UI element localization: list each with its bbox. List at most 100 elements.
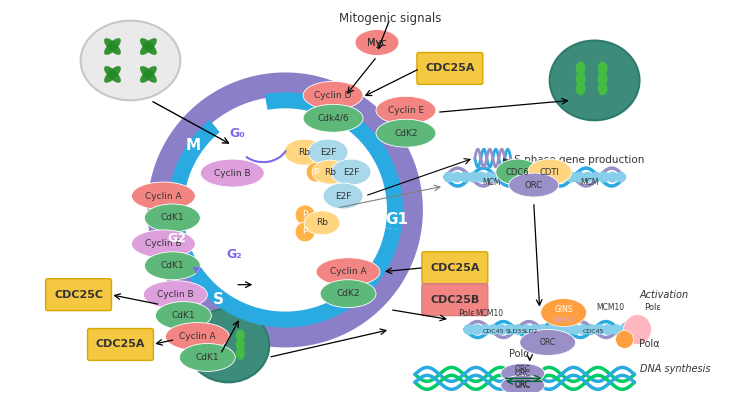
Ellipse shape [303,104,363,132]
Text: Cyclin A: Cyclin A [145,191,182,200]
Circle shape [512,324,523,335]
Circle shape [627,324,638,335]
Ellipse shape [104,38,121,55]
Text: CdK1: CdK1 [160,261,184,270]
FancyBboxPatch shape [422,252,488,284]
Text: CDC25B: CDC25B [430,295,479,305]
Ellipse shape [312,160,348,184]
Polygon shape [269,92,285,108]
Text: ORC: ORC [514,381,531,390]
Text: CDC6: CDC6 [506,167,530,176]
Text: CdK1: CdK1 [160,213,184,222]
Circle shape [545,324,556,335]
Text: DBP11: DBP11 [552,317,575,323]
Circle shape [590,172,602,183]
Text: CdK1: CdK1 [172,311,195,320]
Circle shape [496,324,507,335]
Circle shape [443,172,454,183]
Text: CDC45: CDC45 [483,329,505,334]
Ellipse shape [304,211,340,235]
Ellipse shape [80,20,180,100]
Ellipse shape [140,66,157,83]
Ellipse shape [104,66,121,83]
Ellipse shape [210,329,219,342]
Circle shape [525,172,536,183]
Circle shape [610,324,622,335]
Text: Cyclin A: Cyclin A [330,267,366,276]
Ellipse shape [623,314,652,345]
Ellipse shape [598,72,608,85]
Circle shape [602,324,613,335]
Ellipse shape [131,182,195,210]
Ellipse shape [616,331,634,349]
Ellipse shape [284,139,324,165]
Circle shape [566,172,577,183]
Ellipse shape [496,159,540,185]
Circle shape [533,172,544,183]
Ellipse shape [576,81,586,95]
Circle shape [635,324,646,335]
Ellipse shape [104,38,121,55]
Ellipse shape [210,338,219,351]
Ellipse shape [323,183,363,209]
Text: GINS: GINS [554,305,573,314]
Text: Rb: Rb [324,167,336,176]
Circle shape [537,324,548,335]
Circle shape [529,324,540,335]
Text: CDC25C: CDC25C [54,290,103,299]
Ellipse shape [140,38,157,55]
Circle shape [542,172,553,183]
Circle shape [493,172,503,183]
Ellipse shape [236,329,244,342]
Circle shape [500,172,512,183]
Text: CdK2: CdK2 [336,289,360,298]
Text: P: P [314,167,319,176]
FancyBboxPatch shape [417,53,483,84]
Text: G₀: G₀ [230,127,245,140]
Circle shape [452,172,463,183]
Circle shape [562,324,572,335]
Text: ORC: ORC [514,365,531,374]
Text: Activation: Activation [640,290,688,299]
Ellipse shape [145,252,200,280]
Text: ORC: ORC [514,380,531,389]
Text: CdK2: CdK2 [394,129,418,138]
Text: ORC: ORC [539,338,556,347]
Ellipse shape [140,66,157,83]
Text: Polα: Polα [509,349,530,360]
Polygon shape [148,72,423,347]
Ellipse shape [303,81,363,109]
Text: CDC25A: CDC25A [96,340,146,349]
Ellipse shape [376,96,436,124]
Text: G₂: G₂ [226,248,242,261]
Circle shape [574,172,585,183]
Circle shape [468,172,479,183]
Circle shape [472,324,482,335]
Text: G2: G2 [168,232,187,245]
Circle shape [480,324,490,335]
Ellipse shape [188,309,269,382]
Ellipse shape [236,338,244,351]
Text: MCM: MCM [482,178,501,187]
Text: Cyclin B: Cyclin B [214,169,250,178]
Text: Cyclin D: Cyclin D [314,91,352,100]
Polygon shape [167,120,401,327]
Circle shape [558,172,568,183]
Circle shape [464,324,474,335]
Circle shape [520,324,532,335]
Text: M: M [186,138,201,153]
Text: P: P [302,210,307,219]
Ellipse shape [296,222,315,242]
Circle shape [484,172,495,183]
Ellipse shape [355,29,399,55]
Text: DNA synthesis: DNA synthesis [640,364,710,375]
Text: Polε: Polε [458,309,476,318]
Text: E2F: E2F [343,167,359,176]
FancyBboxPatch shape [88,329,154,360]
Text: Myc: Myc [368,38,387,48]
Circle shape [586,324,597,335]
Text: CDC25A: CDC25A [430,263,479,273]
Ellipse shape [576,61,586,75]
Text: Cyclin B: Cyclin B [157,290,194,299]
Text: Mitogenic signals: Mitogenic signals [339,12,441,25]
